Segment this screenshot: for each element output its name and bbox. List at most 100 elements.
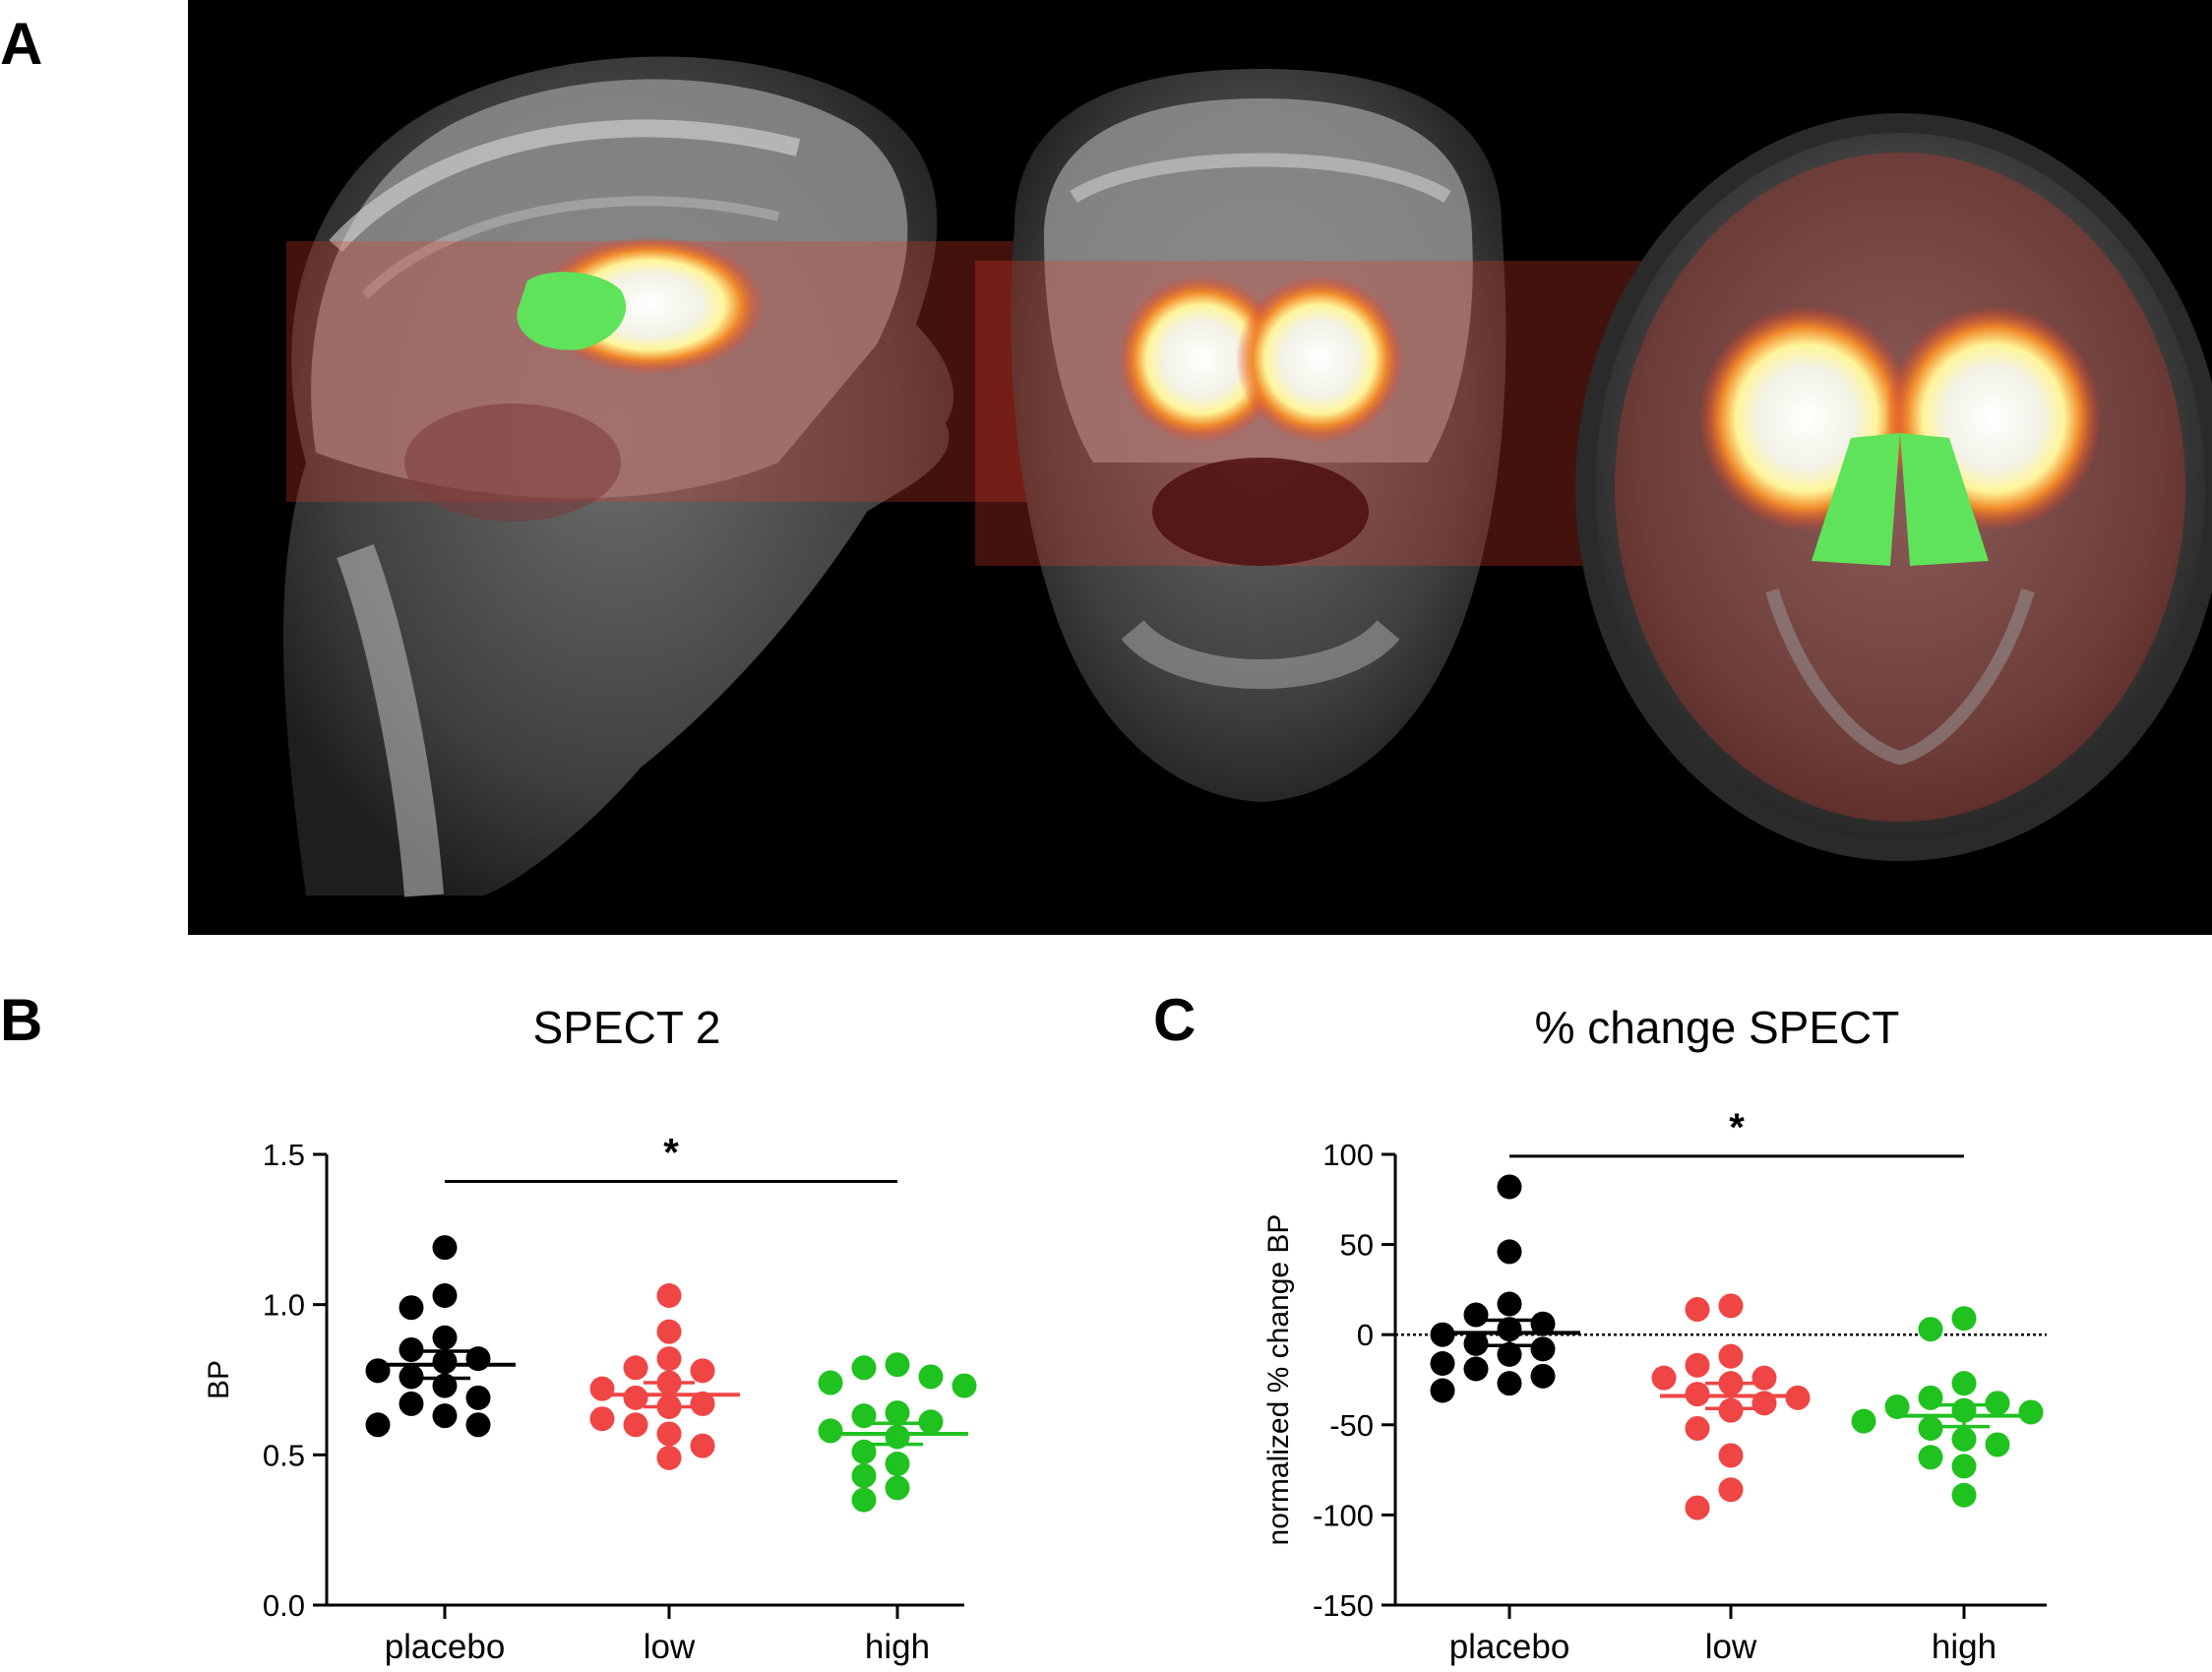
y-axis-label: BP <box>203 1360 235 1399</box>
data-point-low <box>656 1319 682 1344</box>
panel-label-c: C <box>1153 987 1197 1053</box>
data-point-placebo <box>1497 1174 1522 1200</box>
data-point-low <box>1718 1477 1744 1503</box>
data-point-low <box>1685 1415 1710 1441</box>
brain-mri-image <box>188 0 2212 935</box>
y-tick-label: -150 <box>1313 1588 1374 1623</box>
data-point-low <box>690 1433 715 1458</box>
data-point-low <box>623 1355 648 1381</box>
y-axis-label: normalized % change BP <box>1262 1214 1295 1546</box>
x-tick-label: low <box>644 1628 696 1666</box>
data-point-placebo <box>1497 1291 1522 1317</box>
data-point-high <box>1918 1385 1943 1410</box>
data-point-low <box>1718 1397 1744 1423</box>
data-point-low <box>1685 1495 1710 1520</box>
x-tick-label: high <box>1932 1628 1997 1666</box>
data-point-low <box>656 1283 682 1309</box>
data-point-high <box>1951 1426 1977 1452</box>
panel-label-a: A <box>0 11 43 77</box>
data-point-placebo <box>399 1364 424 1390</box>
data-point-low <box>1718 1443 1744 1468</box>
data-point-high <box>1884 1393 1910 1419</box>
data-point-placebo <box>365 1412 391 1438</box>
data-point-high <box>1951 1482 1977 1508</box>
data-point-low <box>589 1406 615 1432</box>
data-point-placebo <box>1463 1331 1489 1356</box>
data-point-low <box>1685 1352 1710 1378</box>
data-point-high <box>818 1418 843 1444</box>
data-point-low <box>1718 1293 1744 1319</box>
data-point-high <box>1918 1415 1943 1441</box>
data-point-high <box>885 1451 910 1476</box>
data-point-placebo <box>1497 1239 1522 1265</box>
data-point-placebo <box>399 1336 424 1362</box>
data-point-placebo <box>1463 1302 1489 1328</box>
data-point-high <box>1918 1445 1943 1470</box>
axial-view <box>1575 113 2212 861</box>
data-point-placebo <box>1530 1336 1556 1362</box>
data-point-high <box>918 1364 944 1390</box>
data-point-high <box>885 1475 910 1501</box>
data-point-placebo <box>1430 1378 1455 1403</box>
data-point-placebo <box>365 1358 391 1384</box>
data-point-low <box>623 1412 648 1438</box>
data-point-placebo <box>432 1403 458 1429</box>
y-tick-label: 0.5 <box>263 1438 305 1472</box>
data-point-high <box>1985 1432 2010 1457</box>
data-point-high <box>851 1439 877 1464</box>
data-point-placebo <box>1497 1371 1522 1396</box>
data-point-high <box>851 1355 877 1381</box>
data-point-placebo <box>1530 1311 1556 1336</box>
y-tick-label: 100 <box>1322 1138 1374 1172</box>
data-point-high <box>851 1403 877 1429</box>
data-point-placebo <box>432 1283 458 1309</box>
data-point-placebo <box>432 1235 458 1261</box>
data-point-placebo <box>399 1391 424 1416</box>
chart-title: SPECT 2 <box>533 1002 721 1053</box>
x-tick-label: low <box>1705 1628 1757 1666</box>
y-tick-label: 0.0 <box>263 1588 305 1623</box>
significance-star: * <box>1729 1106 1745 1149</box>
data-point-low <box>656 1421 682 1447</box>
data-point-high <box>818 1370 843 1395</box>
y-tick-label: 1.0 <box>263 1288 305 1323</box>
data-point-high <box>1918 1317 1943 1342</box>
y-tick-label: 0 <box>1357 1318 1374 1352</box>
panel-label-b: B <box>0 987 43 1053</box>
data-point-placebo <box>432 1325 458 1350</box>
chart-percent-change: % change SPECT normalized % change BP -150… <box>1262 1002 2047 1666</box>
data-point-high <box>1951 1454 1977 1479</box>
data-point-placebo <box>399 1295 424 1321</box>
data-point-low <box>1651 1365 1677 1391</box>
chart-spect2: SPECT 2 BP 0.0 0.5 1.0 1.5 placebo low high * <box>203 1002 977 1666</box>
x-tick-label: high <box>865 1628 930 1666</box>
significance-star: * <box>663 1131 679 1174</box>
data-point-low <box>690 1358 715 1384</box>
y-tick-label: -100 <box>1313 1498 1374 1532</box>
data-point-high <box>885 1400 910 1426</box>
data-point-high <box>1985 1391 2010 1416</box>
chart-title: % change SPECT <box>1535 1002 1900 1053</box>
data-point-high <box>2018 1399 2044 1425</box>
data-point-placebo <box>1497 1341 1522 1367</box>
data-point-high <box>918 1409 944 1435</box>
data-point-placebo <box>1430 1351 1455 1377</box>
data-point-high <box>1951 1371 1977 1396</box>
data-point-high <box>1951 1306 1977 1331</box>
y-tick-label: -50 <box>1329 1408 1374 1443</box>
data-point-low <box>1751 1365 1777 1391</box>
data-point-low <box>656 1346 682 1372</box>
data-point-placebo <box>465 1385 491 1410</box>
sagittal-view <box>282 56 1113 898</box>
data-point-placebo <box>1530 1363 1556 1389</box>
data-point-low <box>1685 1297 1710 1323</box>
y-tick-label: 1.5 <box>263 1138 305 1172</box>
data-point-low <box>623 1385 648 1410</box>
data-point-high <box>1851 1408 1876 1434</box>
data-point-placebo <box>1463 1356 1489 1382</box>
x-tick-label: placebo <box>385 1628 506 1666</box>
data-point-low <box>1718 1343 1744 1369</box>
data-point-high <box>851 1463 877 1489</box>
data-point-low <box>589 1376 615 1401</box>
data-point-high <box>885 1352 910 1378</box>
